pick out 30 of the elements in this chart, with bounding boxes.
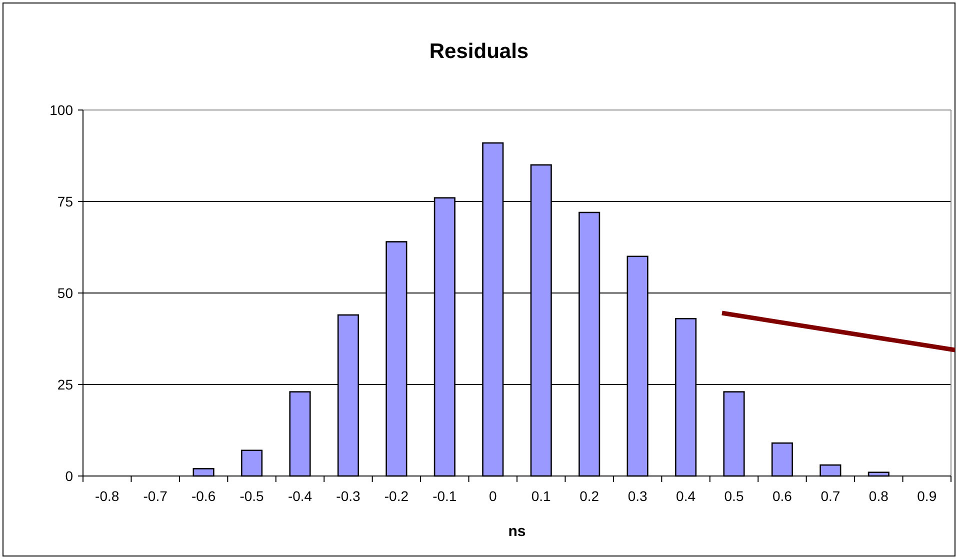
x-tick-label: 0.7 — [820, 488, 840, 504]
x-tick-label: -0.5 — [240, 488, 264, 504]
x-tick-label: -0.8 — [95, 488, 120, 504]
x-tick-label: -0.4 — [288, 488, 312, 504]
x-tick-label: -0.3 — [336, 488, 360, 504]
x-tick-label: 0 — [488, 488, 497, 504]
y-tick-label: 75 — [57, 193, 74, 210]
x-tick-label: -0.2 — [384, 488, 409, 504]
bar — [241, 450, 263, 477]
bar — [723, 391, 745, 477]
y-tick-label: 100 — [50, 102, 74, 118]
x-tick-label: -0.6 — [191, 488, 216, 504]
x-tick-label: 0.1 — [531, 488, 552, 504]
bar — [820, 464, 842, 477]
x-tick-label: 0.4 — [676, 488, 696, 504]
y-tick-label: 0 — [65, 468, 74, 484]
x-tick-label: 0.9 — [917, 488, 937, 504]
chart-title: Residuals — [429, 40, 529, 63]
bar — [289, 391, 311, 477]
y-tick-label: 25 — [57, 376, 74, 392]
x-tick-label: 0.3 — [628, 488, 648, 504]
y-tick-label: 50 — [57, 284, 74, 301]
bar — [771, 442, 793, 477]
x-tick-label: 0.8 — [868, 488, 889, 504]
x-tick-label: 0.6 — [772, 488, 792, 504]
x-tick-label: -0.7 — [143, 488, 168, 504]
x-tick-label: 0.5 — [724, 488, 744, 504]
x-tick-label: 0.2 — [580, 488, 600, 504]
x-axis-title: ns — [508, 523, 526, 540]
x-tick-label: -0.1 — [432, 488, 457, 504]
